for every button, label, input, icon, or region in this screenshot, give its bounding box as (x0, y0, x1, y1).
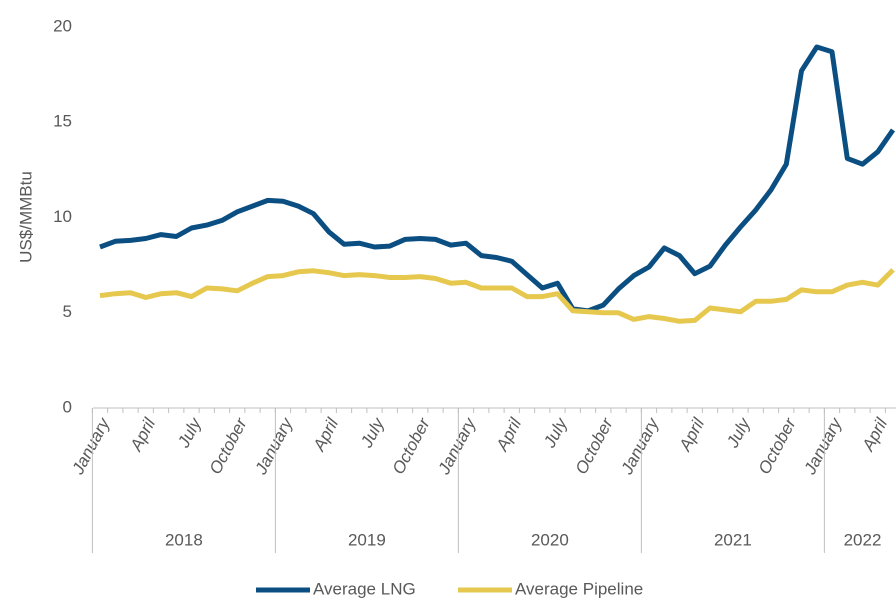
x-tick-label: April (858, 414, 892, 455)
x-tick-label: April (126, 414, 160, 455)
x-tick-label: July (723, 414, 755, 452)
x-tick-label: October (206, 414, 252, 477)
year-label: 2022 (844, 530, 882, 549)
y-axis-label: US$/MMBtu (16, 171, 35, 263)
x-tick-label: January (434, 414, 480, 479)
year-label: 2018 (165, 530, 203, 549)
x-tick-label: April (309, 414, 343, 455)
x-tick-label: January (251, 414, 297, 479)
line (99, 44, 896, 314)
y-tick-label: 5 (63, 302, 72, 321)
x-tick-label: October (389, 414, 435, 477)
y-tick-label: 10 (53, 207, 72, 226)
x-tick-label: July (357, 414, 389, 452)
legend-label: Average Pipeline (515, 579, 643, 598)
x-tick-label: January (800, 414, 846, 479)
x-tick-label: January (617, 414, 663, 479)
x-tick-label: October (572, 414, 618, 477)
year-label: 2021 (714, 530, 752, 549)
y-tick-label: 20 (53, 16, 72, 35)
legend-label: Average LNG (313, 579, 416, 598)
year-label: 2020 (531, 530, 569, 549)
x-tick-label: October (755, 414, 801, 477)
line (99, 268, 895, 324)
x-tick-label: July (174, 414, 206, 452)
x-tick-label: January (68, 414, 114, 479)
y-tick-label: 15 (53, 112, 72, 131)
x-tick-label: July (540, 414, 572, 452)
y-tick-label: 0 (63, 397, 72, 416)
x-tick-label: April (675, 414, 709, 455)
x-tick-label: April (492, 414, 526, 455)
year-label: 2019 (348, 530, 386, 549)
